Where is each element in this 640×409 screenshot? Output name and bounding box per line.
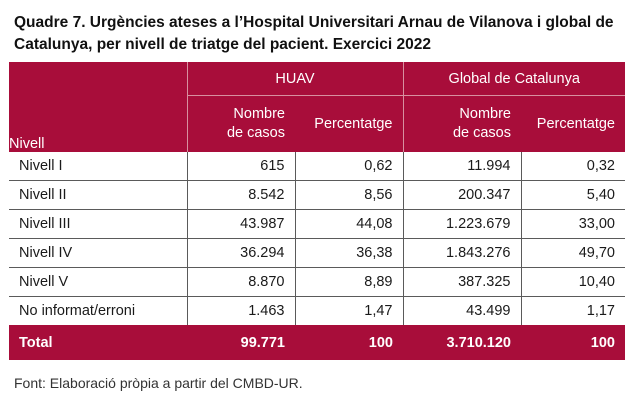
total-catalunya-cases: 3.710.120 — [403, 325, 521, 360]
table-row: Nivell V 8.870 8,89 387.325 10,40 — [9, 267, 625, 297]
huav-cases-header: Nombre de casos — [186, 95, 295, 152]
catalunya-percent-cell: 33,00 — [520, 209, 625, 239]
group-header-row: Nivell HUAV Global de Catalunya — [9, 62, 625, 152]
huav-percent-header: Percentatge — [295, 95, 403, 152]
total-catalunya-percent: 100 — [521, 325, 625, 360]
huav-cases-cell: 615 — [186, 152, 295, 181]
catalunya-cases-header: Nombre de casos — [402, 95, 521, 152]
catalunya-cases-cell: 11.994 — [402, 152, 521, 181]
huav-percent-cell: 0,62 — [294, 152, 403, 181]
level-cell: Nivell IV — [9, 238, 187, 268]
huav-cases-cell: 8.870 — [186, 267, 295, 297]
total-huav-percent: 100 — [295, 325, 403, 360]
catalunya-cases-cell: 200.347 — [402, 180, 521, 210]
catalunya-percent-header: Percentatge — [521, 95, 625, 152]
triage-table: Nivell HUAV Global de Catalunya Nombre de… — [9, 62, 625, 360]
table-row: Nivell III 43.987 44,08 1.223.679 33,00 — [9, 209, 625, 239]
table-row: No informat/erroni 1.463 1,47 43.499 1,1… — [9, 296, 625, 325]
catalunya-group-header: Global de Catalunya — [402, 62, 625, 96]
catalunya-cases-cell: 387.325 — [402, 267, 521, 297]
table-row: Nivell IV 36.294 36,38 1.843.276 49,70 — [9, 238, 625, 268]
catalunya-cases-cell: 1.843.276 — [402, 238, 521, 268]
level-column-header: Nivell — [9, 62, 187, 152]
level-cell: Nivell I — [9, 152, 187, 181]
table-title: Quadre 7. Urgències ateses a l’Hospital … — [14, 14, 614, 53]
level-cell: Nivell III — [9, 209, 187, 239]
huav-cases-cell: 43.987 — [186, 209, 295, 239]
total-label: Total — [9, 325, 187, 360]
catalunya-percent-cell: 5,40 — [520, 180, 625, 210]
table-row: Nivell II 8.542 8,56 200.347 5,40 — [9, 180, 625, 210]
total-row: Total 99.771 100 3.710.120 100 — [9, 325, 625, 360]
catalunya-percent-cell: 1,17 — [520, 296, 625, 325]
huav-cases-cell: 36.294 — [186, 238, 295, 268]
column-header-row: Nombre de casos Percentatge Nombre de caso… — [9, 95, 625, 152]
huav-percent-cell: 1,47 — [294, 296, 403, 325]
huav-percent-cell: 44,08 — [294, 209, 403, 239]
huav-percent-cell: 8,56 — [294, 180, 403, 210]
huav-percent-cell: 8,89 — [294, 267, 403, 297]
level-cell: Nivell II — [9, 180, 187, 210]
huav-cases-cell: 1.463 — [186, 296, 295, 325]
catalunya-percent-cell: 10,40 — [520, 267, 625, 297]
total-huav-cases: 99.771 — [187, 325, 295, 360]
huav-cases-cell: 8.542 — [186, 180, 295, 210]
source-note: Font: Elaboració pròpia a partir del CMB… — [14, 375, 303, 391]
catalunya-percent-cell: 0,32 — [520, 152, 625, 181]
catalunya-cases-cell: 43.499 — [402, 296, 521, 325]
level-cell: Nivell V — [9, 267, 187, 297]
huav-group-header: HUAV — [186, 62, 403, 96]
catalunya-percent-cell: 49,70 — [520, 238, 625, 268]
level-cell: No informat/erroni — [19, 303, 136, 319]
table-row: Nivell I 615 0,62 11.994 0,32 — [9, 152, 625, 181]
huav-percent-cell: 36,38 — [294, 238, 403, 268]
catalunya-cases-cell: 1.223.679 — [402, 209, 521, 239]
